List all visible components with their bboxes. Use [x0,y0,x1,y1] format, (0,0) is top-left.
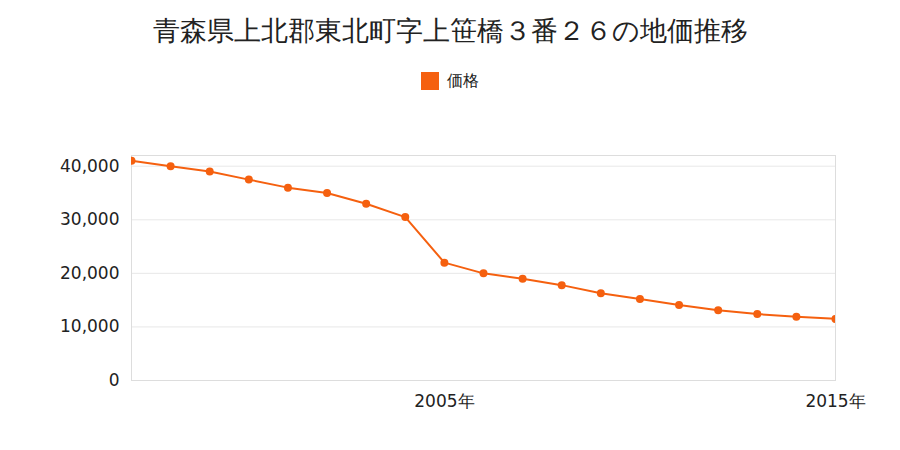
svg-text:20,000: 20,000 [60,263,119,283]
svg-text:2015年: 2015年 [805,391,865,411]
svg-text:10,000: 10,000 [60,316,119,336]
svg-text:30,000: 30,000 [60,209,119,229]
svg-text:0: 0 [109,370,120,390]
html-text:青森県上北郡東北町字上笹橋３番２６の地価推移: 青森県上北郡東北町字上笹橋３番２６の地価推移 [152,15,748,46]
html-text:価格: 価格 [447,70,479,90]
svg-text:2005年: 2005年 [414,391,474,411]
svg-text:40,000: 40,000 [60,156,119,176]
